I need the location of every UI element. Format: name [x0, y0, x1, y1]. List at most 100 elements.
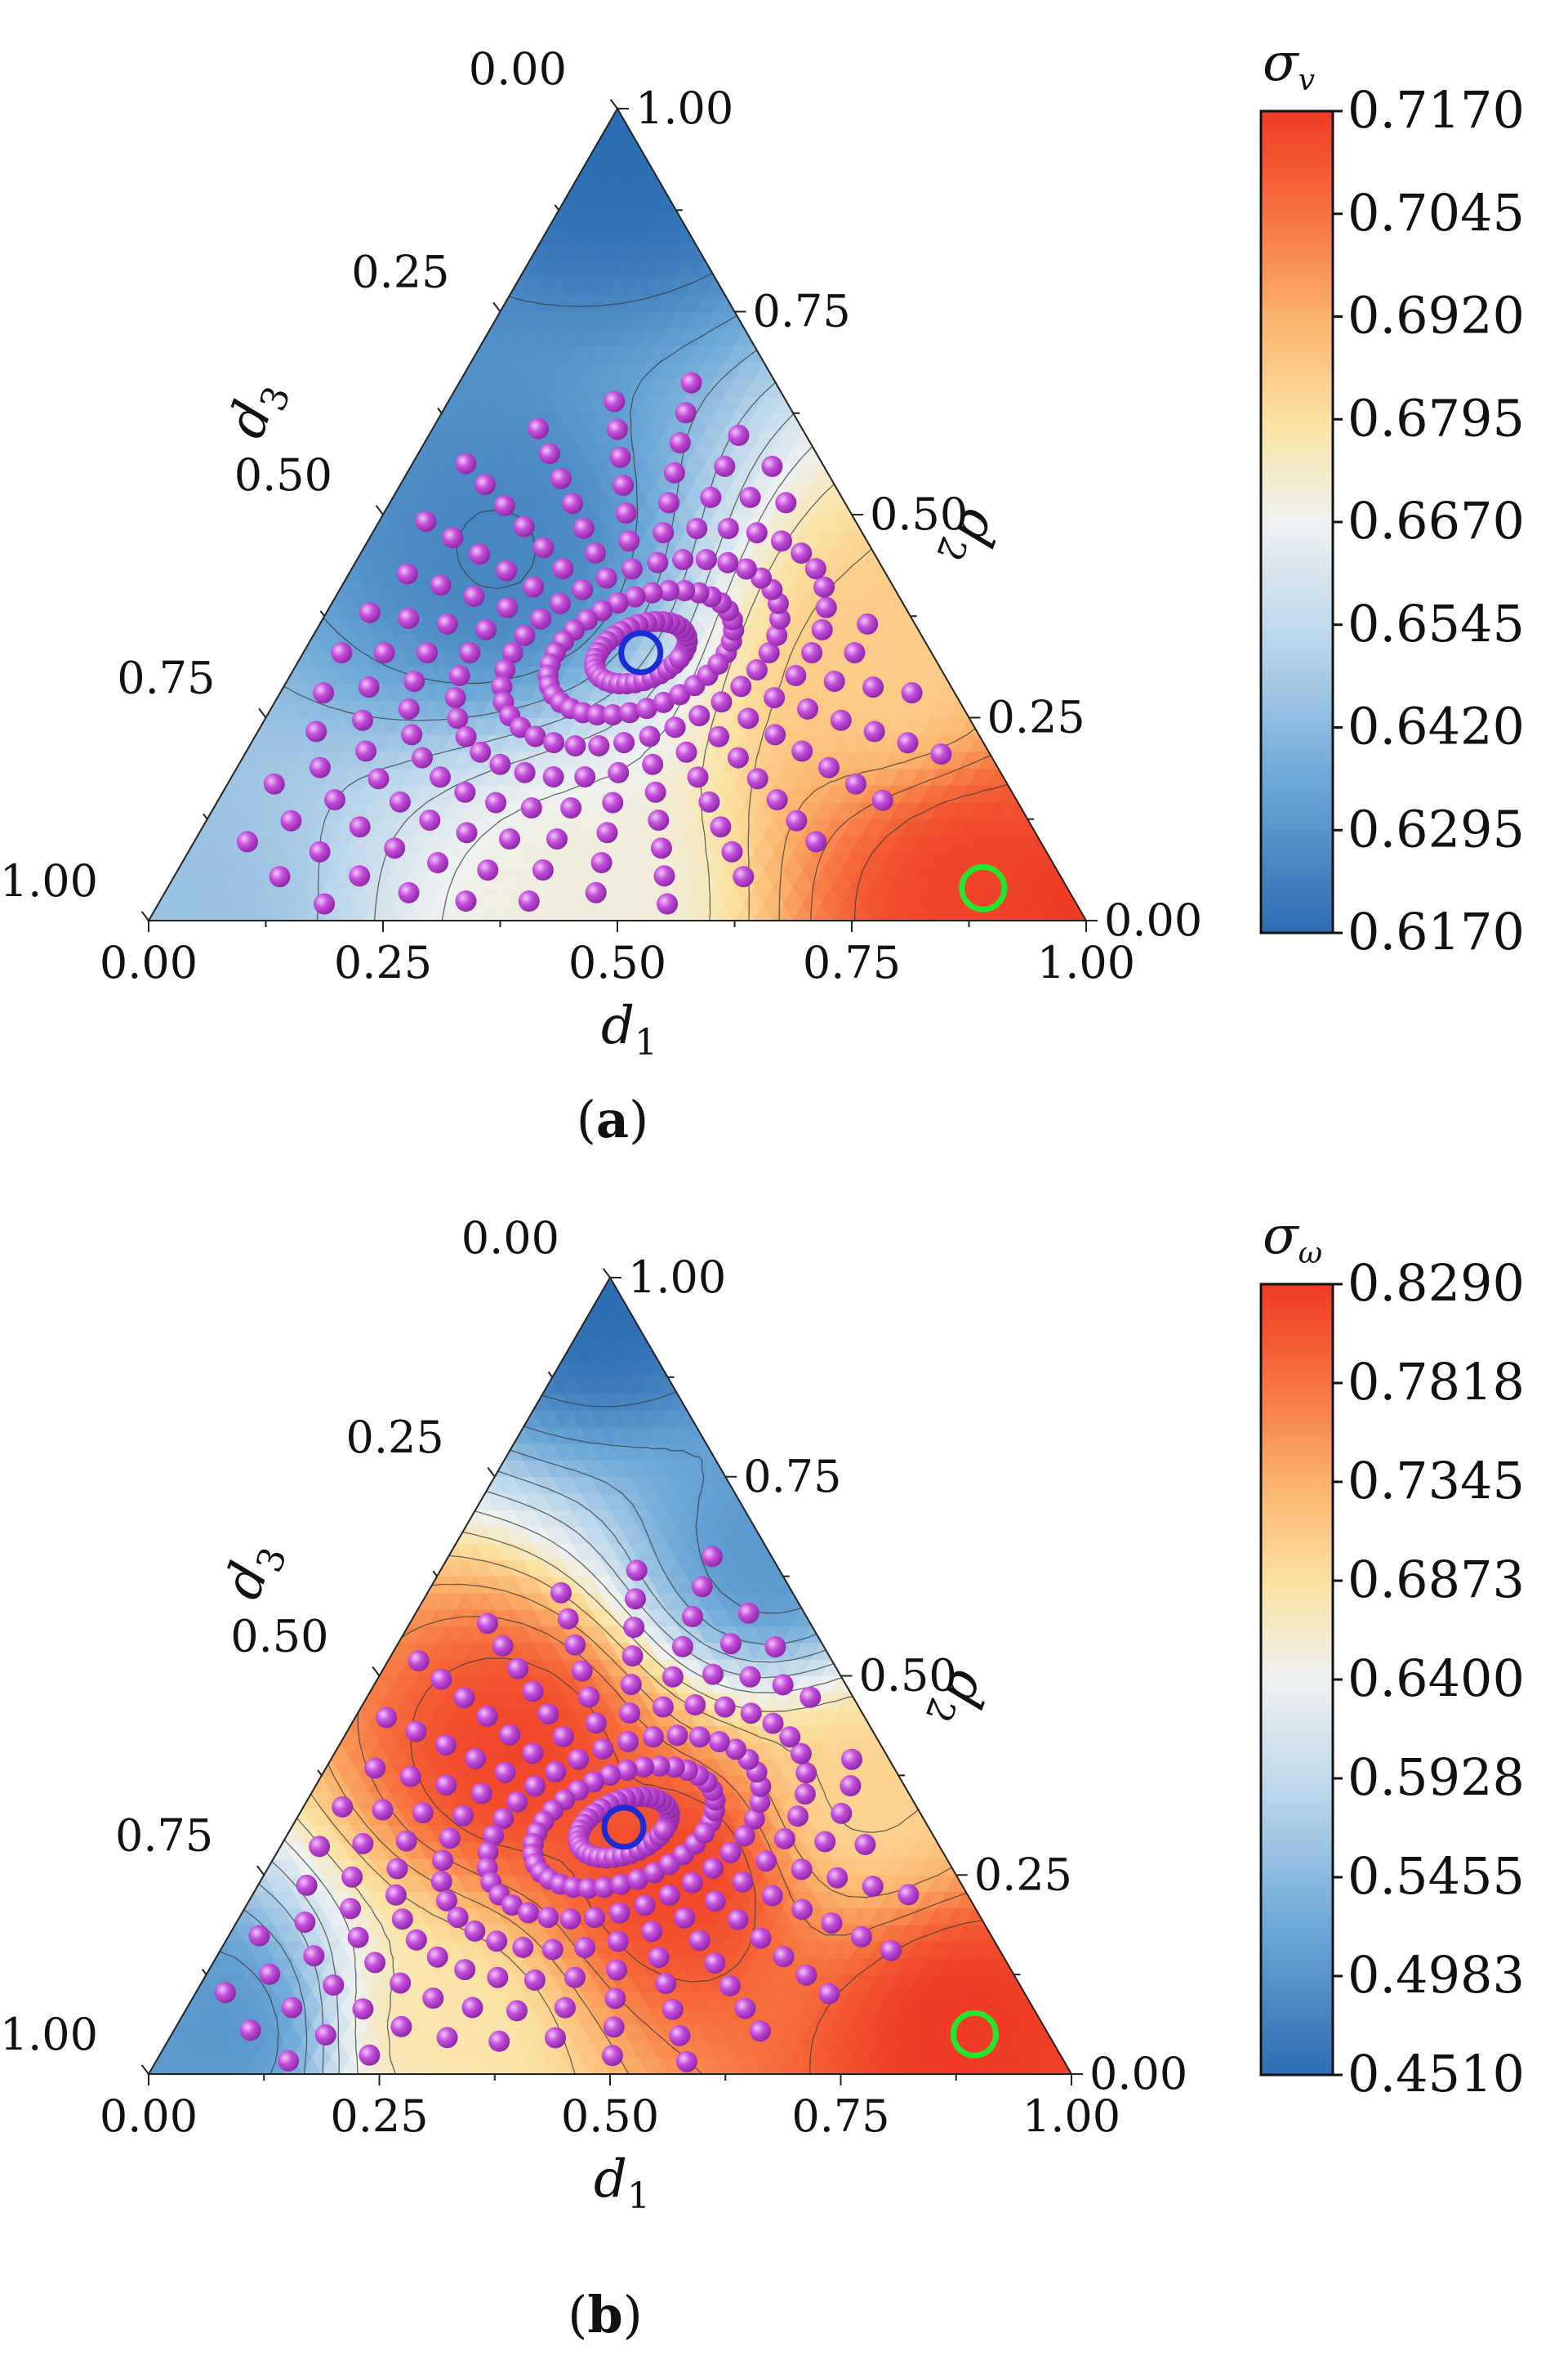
contour-line	[853, 783, 1009, 921]
tick-mark	[203, 813, 208, 820]
sample-point	[663, 462, 685, 484]
sample-point	[733, 866, 755, 888]
sample-point	[871, 789, 893, 811]
sample-point	[800, 1686, 822, 1708]
sample-point	[574, 766, 596, 787]
d1-tick-label: 1.00	[1037, 937, 1135, 988]
sample-point	[650, 837, 672, 859]
sample-point	[403, 671, 425, 692]
d3-tick-label: 0.00	[469, 43, 567, 95]
sample-point	[489, 753, 511, 775]
sample-point	[761, 455, 783, 477]
sample-point	[474, 474, 496, 496]
sample-point	[615, 502, 637, 524]
sample-point	[675, 741, 697, 763]
colorbar-tick-label: 0.6545	[1348, 594, 1525, 654]
sample-point	[721, 841, 743, 863]
sample-point	[804, 558, 826, 580]
sample-point	[805, 831, 827, 853]
sample-point	[823, 671, 845, 692]
sample-point	[520, 797, 542, 819]
sample-point	[762, 1712, 784, 1734]
d2-tick-label: 0.25	[987, 692, 1085, 743]
sample-point	[496, 560, 518, 582]
sample-point	[606, 418, 628, 440]
tick-mark	[258, 707, 267, 719]
sample-point	[746, 522, 768, 544]
d1-tick-label: 0.00	[100, 937, 198, 988]
sample-point	[436, 613, 458, 635]
sample-point	[263, 773, 285, 795]
sample-point	[596, 822, 618, 844]
panel-label-a: (a)	[577, 1090, 649, 1149]
sample-point	[862, 676, 884, 698]
sample-point	[831, 1802, 853, 1824]
sample-point	[746, 768, 768, 790]
contour-line	[456, 272, 713, 590]
sample-point	[698, 791, 720, 813]
sample-point	[688, 705, 710, 727]
sample-point	[456, 822, 478, 844]
sample-point	[818, 756, 840, 778]
sample-point	[586, 704, 608, 725]
sample-point	[485, 792, 507, 814]
sample-point	[455, 890, 477, 912]
d1-axis-label-sub: 1	[635, 1022, 657, 1064]
d3-axis-label: d3	[216, 372, 299, 448]
d3-tick-label: 0.75	[117, 653, 215, 704]
sample-point	[779, 1726, 801, 1748]
sample-point	[635, 698, 657, 720]
sample-point	[680, 372, 702, 394]
sample-point	[735, 558, 757, 580]
sample-point	[746, 659, 768, 680]
sample-point	[590, 852, 612, 873]
sample-point	[700, 486, 722, 508]
sample-point	[648, 810, 670, 831]
tick-mark	[609, 99, 618, 109]
sample-point	[550, 592, 571, 614]
sample-point	[491, 676, 513, 698]
sample-point	[609, 446, 631, 468]
sample-point	[795, 1762, 817, 1784]
sample-point	[624, 586, 646, 608]
sample-point	[786, 810, 808, 832]
sample-point	[532, 859, 554, 881]
d3-tick-label: 0.50	[234, 449, 332, 501]
sample-point	[785, 665, 807, 686]
sample-point	[389, 791, 411, 813]
sample-point	[612, 475, 635, 496]
sample-point	[447, 707, 469, 729]
sample-point	[794, 1783, 816, 1805]
sample-point	[811, 618, 833, 640]
sample-point	[619, 702, 640, 724]
sample-point	[672, 549, 694, 570]
d3-tick-label: 1.00	[0, 855, 98, 907]
colorbar-title-sub: v	[1298, 64, 1315, 97]
sample-point	[398, 881, 420, 903]
sample-points-a	[236, 372, 1008, 915]
d3-tick-labels-a: 0.00 0.25 0.50 0.75 1.00	[0, 43, 567, 907]
sample-point	[518, 890, 540, 912]
sample-point	[588, 735, 610, 756]
d1-tick-label: 0.25	[334, 937, 432, 988]
sample-point	[412, 747, 433, 769]
sample-point	[469, 543, 491, 565]
sample-point	[459, 642, 481, 663]
sample-point	[497, 596, 519, 618]
sample-point	[791, 542, 813, 564]
sample-point	[675, 402, 697, 424]
sample-point	[841, 1748, 862, 1770]
d1-tick-label: 0.50	[568, 937, 666, 988]
sample-point	[830, 709, 852, 731]
colorbar-gradient-a	[1259, 109, 1334, 935]
sample-point	[416, 642, 438, 663]
sample-point	[349, 865, 371, 887]
sample-point	[897, 732, 919, 754]
panel-a: 0.00 0.25 0.50 0.75 1.00 0.00 0.25 0.50 …	[0, 33, 1525, 1149]
sample-point	[513, 515, 535, 538]
tick-marks-a	[140, 99, 1098, 932]
sample-point	[309, 756, 331, 778]
sample-point	[560, 797, 582, 819]
green-marker	[959, 863, 1008, 912]
d1-tick-label: 0.75	[803, 937, 901, 988]
